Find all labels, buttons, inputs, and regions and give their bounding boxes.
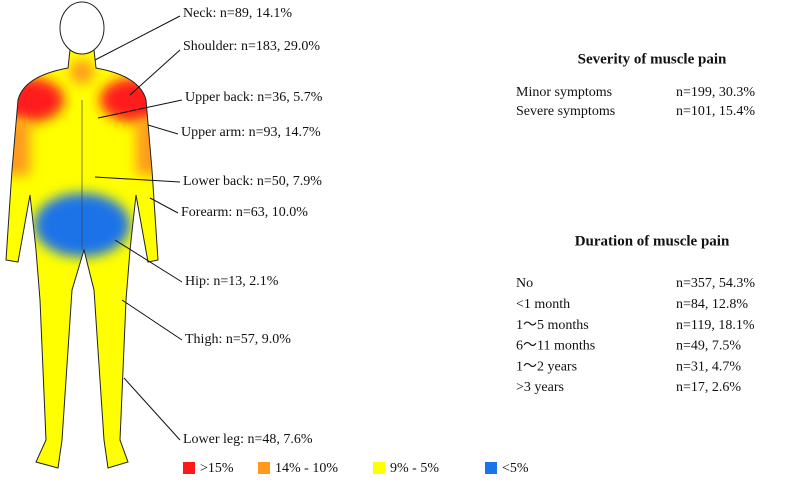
legend-swatch bbox=[258, 462, 270, 474]
legend-label: >15% bbox=[200, 461, 234, 476]
region-label: Shoulder: n=183, 29.0% bbox=[183, 39, 320, 54]
leader-line bbox=[123, 377, 181, 441]
legend-swatch bbox=[183, 462, 195, 474]
neck-region bbox=[70, 60, 94, 84]
region-label: Neck: n=89, 14.1% bbox=[183, 6, 292, 21]
body-outline bbox=[5, 49, 159, 469]
row-label: Severe symptoms bbox=[516, 104, 615, 119]
region-label: Thigh: n=57, 9.0% bbox=[185, 332, 291, 347]
row-label: 1～5 months bbox=[516, 318, 589, 333]
region-label: Upper arm: n=93, 14.7% bbox=[181, 125, 321, 140]
duration-title: Duration of muscle pain bbox=[575, 233, 730, 249]
region-label: Lower leg: n=48, 7.6% bbox=[183, 432, 313, 447]
legend: >15% 14% - 10% 9% - 5% <5% bbox=[183, 461, 529, 476]
row-value: n=199, 30.3% bbox=[676, 85, 755, 100]
leader-line bbox=[121, 299, 183, 341]
row-label: <1 month bbox=[516, 297, 570, 312]
body-figure bbox=[5, 1, 159, 469]
leader-line bbox=[114, 239, 183, 283]
leader-line bbox=[94, 176, 181, 183]
leader-line bbox=[94, 15, 181, 61]
legend-label: <5% bbox=[502, 461, 529, 476]
upper-arm-left bbox=[6, 120, 30, 175]
legend-label: 9% - 5% bbox=[390, 461, 439, 476]
head bbox=[59, 1, 105, 55]
severity-title: Severity of muscle pain bbox=[578, 51, 727, 67]
legend-swatch bbox=[485, 462, 497, 474]
row-value: n=49, 7.5% bbox=[676, 339, 741, 354]
row-label: No bbox=[516, 276, 533, 291]
row-value: n=31, 4.7% bbox=[676, 359, 741, 374]
row-label: >3 years bbox=[516, 380, 564, 395]
leader-line bbox=[147, 124, 179, 135]
row-label: 1～2 years bbox=[516, 359, 577, 374]
region-labels: Neck: n=89, 14.1% Shoulder: n=183, 29.0% U… bbox=[181, 6, 323, 447]
row-value: n=17, 2.6% bbox=[676, 380, 741, 395]
upper-arm-right bbox=[136, 120, 158, 175]
region-label: Hip: n=13, 2.1% bbox=[185, 274, 279, 289]
leader-line bbox=[97, 99, 183, 119]
row-label: 6～11 months bbox=[516, 339, 595, 354]
region-label: Upper back: n=36, 5.7% bbox=[185, 90, 323, 105]
leaders bbox=[94, 15, 183, 441]
row-label: Minor symptoms bbox=[516, 85, 612, 100]
tables: Minor symptoms n=199, 30.3% Severe symptom… bbox=[516, 85, 755, 395]
leader-line bbox=[129, 49, 181, 96]
region-label: Lower back: n=50, 7.9% bbox=[183, 174, 322, 189]
row-value: n=119, 18.1% bbox=[676, 318, 755, 333]
region-label: Forearm: n=63, 10.0% bbox=[181, 205, 308, 220]
legend-label: 14% - 10% bbox=[275, 461, 338, 476]
legend-swatch bbox=[373, 462, 385, 474]
row-value: n=357, 54.3% bbox=[676, 276, 755, 291]
row-value: n=84, 12.8% bbox=[676, 297, 748, 312]
leader-line bbox=[149, 197, 179, 214]
row-value: n=101, 15.4% bbox=[676, 104, 755, 119]
